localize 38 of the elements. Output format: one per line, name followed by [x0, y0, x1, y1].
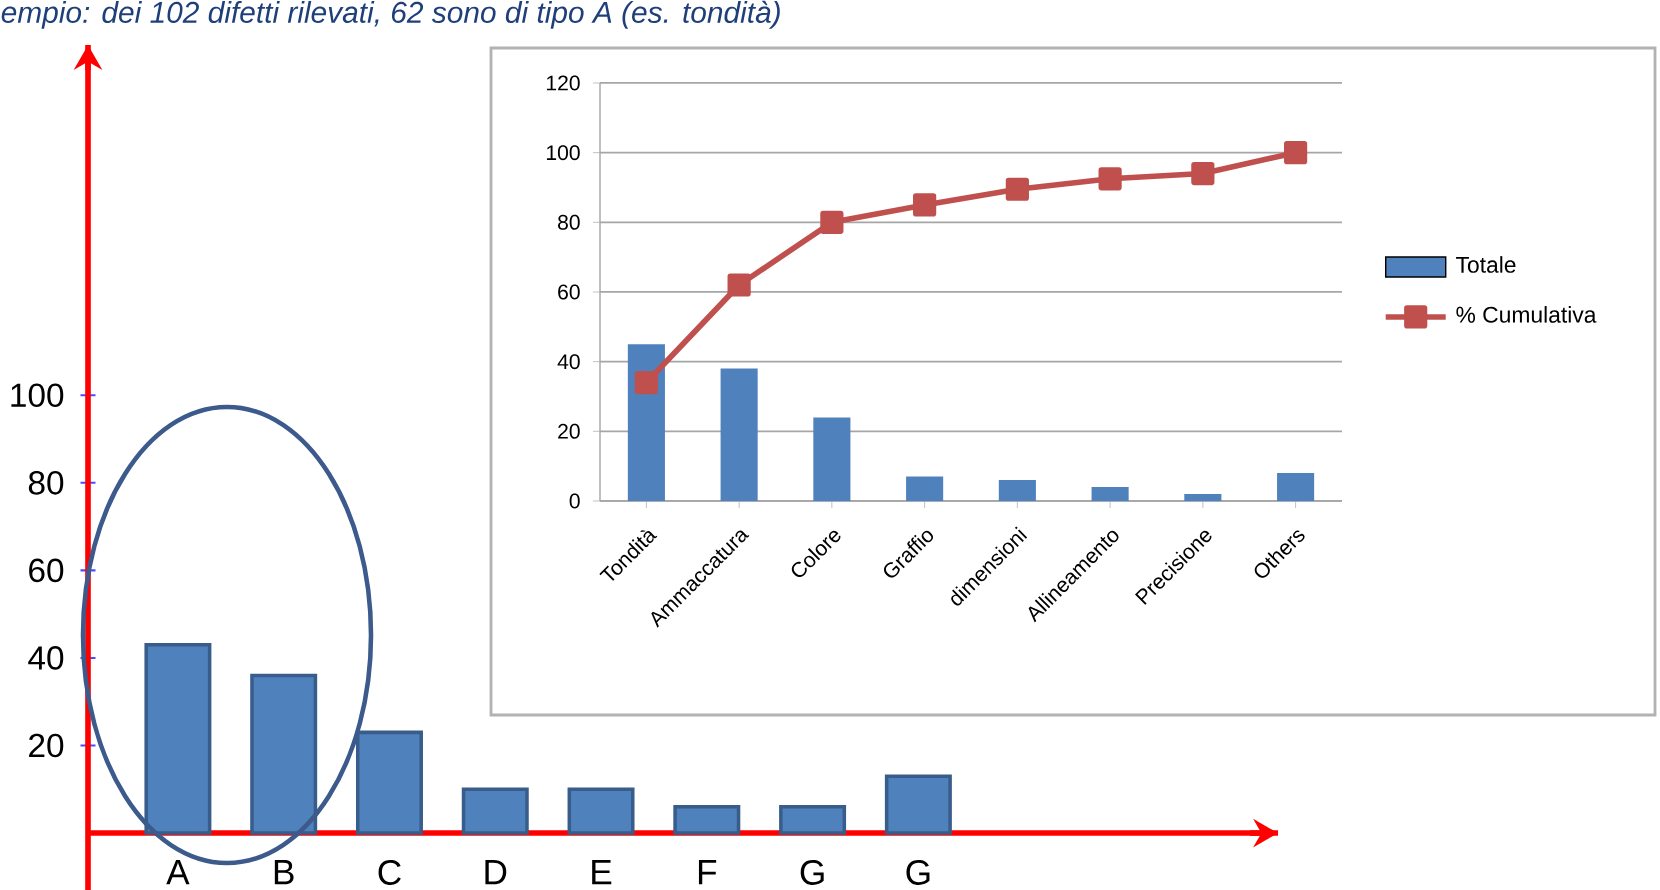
point: [1191, 161, 1215, 186]
x-tick-label: B: [274, 860, 294, 885]
bar: [906, 476, 944, 501]
y-tick-label: 80: [28, 470, 64, 495]
bar: [813, 417, 851, 501]
legend-label: % Cumulativa: [1456, 306, 1597, 323]
point: [634, 370, 658, 395]
x-tick-label: E: [592, 860, 612, 885]
point: [1284, 141, 1308, 165]
x-tick-label: D: [485, 860, 507, 885]
bar: [1277, 473, 1315, 501]
bar: [998, 480, 1036, 501]
bar: [720, 368, 758, 501]
x-tick-label: C: [378, 860, 401, 885]
y-tick-label: 20: [29, 733, 64, 758]
y-tick-label: 100: [546, 145, 580, 161]
y-tick-label: 60: [29, 558, 64, 583]
y-tick-label: 20: [558, 423, 580, 439]
y-tick-label: 120: [546, 75, 580, 91]
point: [1005, 177, 1029, 201]
y-tick-label: 80: [558, 214, 580, 230]
point: [913, 193, 937, 217]
legend-label: Totale: [1456, 256, 1516, 273]
x-tick-label: A: [166, 860, 190, 885]
x-tick-label: F: [698, 860, 717, 885]
y-tick-label: 60: [558, 284, 580, 300]
point: [820, 210, 844, 234]
chart-title: empio: dei 102 difetti rilevati, 62 sono di tipo A (es. tondità): [1, 0, 780, 29]
point: [1098, 167, 1122, 191]
y-tick-label: 40: [557, 354, 580, 370]
bar: [1091, 487, 1129, 501]
y-tick-label: 40: [28, 646, 64, 670]
x-tick-label: G: [800, 860, 824, 885]
x-tick-label: G: [906, 860, 930, 885]
y-tick-label: 0: [569, 493, 580, 509]
bar: [1184, 494, 1222, 501]
point: [727, 273, 751, 297]
y-tick-label: 100: [11, 383, 64, 408]
